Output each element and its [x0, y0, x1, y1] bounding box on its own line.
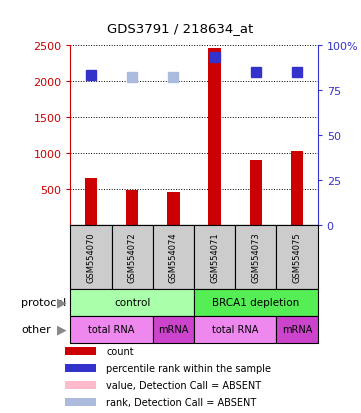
Bar [70, 316, 153, 343]
Text: percentile rank within the sample: percentile rank within the sample [106, 363, 271, 373]
Text: value, Detection Call = ABSENT: value, Detection Call = ABSENT [106, 380, 261, 390]
Text: count: count [106, 347, 134, 356]
Text: GSM554071: GSM554071 [210, 232, 219, 282]
Bar [70, 225, 112, 289]
Bar [291, 152, 303, 225]
Text: GSM554073: GSM554073 [251, 232, 260, 282]
Bar [194, 289, 318, 316]
Text: GSM554074: GSM554074 [169, 232, 178, 282]
Bar [153, 225, 194, 289]
Text: BRCA1 depletion: BRCA1 depletion [212, 297, 300, 308]
Text: GSM554072: GSM554072 [128, 232, 137, 282]
Text: rank, Detection Call = ABSENT: rank, Detection Call = ABSENT [106, 397, 256, 407]
Text: total RNA: total RNA [212, 324, 258, 335]
Bar [65, 347, 96, 356]
Bar [167, 193, 180, 225]
Bar [277, 316, 318, 343]
Text: mRNA: mRNA [282, 324, 312, 335]
Bar [235, 225, 277, 289]
Bar [126, 191, 138, 225]
Text: total RNA: total RNA [88, 324, 135, 335]
Bar [194, 316, 277, 343]
Bar [194, 225, 235, 289]
Text: mRNA: mRNA [158, 324, 188, 335]
Bar [208, 49, 221, 225]
Text: ▶: ▶ [57, 323, 67, 336]
Text: GDS3791 / 218634_at: GDS3791 / 218634_at [107, 22, 254, 35]
Text: GSM554075: GSM554075 [292, 232, 301, 282]
Text: other: other [21, 324, 51, 335]
Text: control: control [114, 297, 151, 308]
Bar [153, 316, 194, 343]
Text: protocol: protocol [21, 297, 66, 308]
Bar [277, 225, 318, 289]
Bar [70, 289, 194, 316]
Bar [85, 178, 97, 225]
Text: ▶: ▶ [57, 296, 67, 309]
Bar [65, 381, 96, 389]
Bar [250, 160, 262, 225]
Bar [65, 398, 96, 406]
Text: GSM554070: GSM554070 [87, 232, 96, 282]
Bar [112, 225, 153, 289]
Bar [65, 364, 96, 373]
